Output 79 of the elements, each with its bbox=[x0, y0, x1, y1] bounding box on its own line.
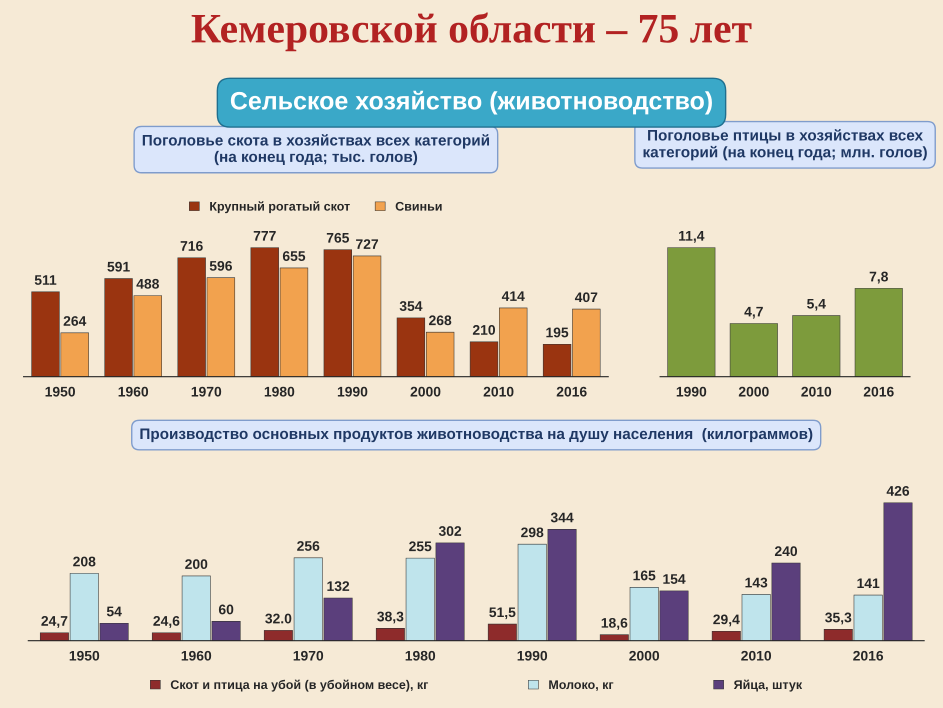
data-label: 51,5 bbox=[489, 607, 516, 620]
data-label: 414 bbox=[502, 291, 525, 301]
data-label: 29,4 bbox=[713, 614, 740, 626]
bar bbox=[730, 323, 778, 377]
data-label: 511 bbox=[34, 275, 56, 285]
chart-title: Поголовье скота в хозяйствах всех категорий bbox=[142, 134, 490, 149]
legend-label: Крупный рогатый скот bbox=[210, 201, 350, 214]
x-tick-label: 2010 bbox=[801, 386, 832, 397]
data-label: 210 bbox=[472, 325, 496, 335]
data-label: 143 bbox=[745, 578, 768, 588]
chart-subtitle: (на конец года; тыс. голов) bbox=[214, 150, 418, 166]
x-tick-label: 2016 bbox=[864, 386, 894, 397]
x-tick-label: 1950 bbox=[46, 386, 75, 397]
x-tick-label: 1990 bbox=[676, 386, 706, 397]
data-label: 426 bbox=[886, 486, 910, 496]
data-label: 777 bbox=[254, 231, 276, 241]
x-tick-label: 1980 bbox=[406, 650, 436, 661]
data-label: 54 bbox=[106, 606, 122, 616]
data-label: 195 bbox=[546, 328, 568, 338]
data-label: 5,4 bbox=[807, 298, 826, 311]
x-tick-label: 2010 bbox=[484, 386, 514, 397]
chart-title: Поголовье птицы в хозяйствах всех категорий (на конец года; млн. голов) bbox=[644, 129, 927, 160]
data-label: 765 bbox=[326, 232, 350, 243]
data-label: 240 bbox=[774, 546, 798, 556]
legend-label: Яйца, штук bbox=[734, 680, 802, 692]
x-tick-label: 1970 bbox=[192, 386, 222, 397]
x-tick-label: 2016 bbox=[853, 650, 884, 661]
data-label: 264 bbox=[64, 316, 86, 326]
data-label: 141 bbox=[857, 578, 880, 588]
chart-title: Производство основных продуктов животноводства на душу населения (килограммов) bbox=[140, 428, 812, 442]
x-tick-label: 2010 bbox=[741, 650, 772, 661]
bar bbox=[792, 315, 840, 377]
data-label: 32.0 bbox=[265, 614, 292, 624]
data-label: 35,3 bbox=[825, 612, 852, 624]
x-tick-label: 1980 bbox=[264, 386, 294, 397]
data-label: 655 bbox=[282, 251, 306, 261]
data-label: 716 bbox=[180, 241, 203, 251]
data-label: 4,7 bbox=[744, 306, 763, 319]
data-label: 268 bbox=[429, 315, 452, 326]
x-tick-label: 2000 bbox=[629, 650, 660, 661]
data-label: 344 bbox=[550, 512, 574, 522]
data-label: 256 bbox=[297, 541, 320, 551]
data-label: 591 bbox=[107, 262, 130, 272]
data-label: 11,4 bbox=[679, 231, 704, 243]
x-tick-label: 1960 bbox=[182, 650, 212, 661]
legend-label: Свиньи bbox=[396, 202, 442, 211]
data-label: 7,8 bbox=[870, 272, 888, 284]
data-label: 38,3 bbox=[377, 612, 404, 624]
data-label: 354 bbox=[400, 301, 422, 311]
data-label: 727 bbox=[356, 239, 378, 249]
data-label: 488 bbox=[136, 278, 159, 289]
data-label: 60 bbox=[218, 604, 234, 614]
x-tick-label: 1990 bbox=[518, 650, 548, 661]
data-label: 298 bbox=[521, 527, 544, 538]
x-tick-label: 2016 bbox=[556, 386, 587, 397]
data-label: 255 bbox=[409, 541, 432, 552]
x-tick-label: 2000 bbox=[738, 386, 769, 397]
x-tick-label: 1960 bbox=[118, 386, 148, 397]
x-tick-label: 1950 bbox=[70, 650, 100, 661]
data-label: 407 bbox=[574, 292, 598, 302]
text: Кемеровской области – 75 лет bbox=[192, 12, 752, 52]
x-tick-label: 1990 bbox=[338, 386, 368, 397]
data-label: 132 bbox=[327, 581, 350, 592]
x-tick-label: 1970 bbox=[294, 650, 324, 661]
data-label: 165 bbox=[633, 570, 656, 580]
data-label: 200 bbox=[185, 559, 208, 570]
data-label: 208 bbox=[73, 556, 96, 566]
legend-label: Молоко, кг bbox=[549, 680, 614, 691]
data-label: 154 bbox=[663, 574, 686, 584]
bar bbox=[854, 288, 903, 377]
data-label: 24,7 bbox=[41, 616, 68, 628]
data-label: 18,6 bbox=[602, 618, 628, 630]
data-label: 302 bbox=[438, 526, 462, 536]
data-label: 24,6 bbox=[153, 616, 180, 628]
x-tick-label: 2000 bbox=[410, 386, 440, 397]
legend-label: Скот и птица на убой (в убойном весе), кг bbox=[170, 680, 428, 692]
text: Сельское хозяйство (животноводство) bbox=[230, 90, 712, 115]
bar bbox=[667, 247, 716, 377]
data-label: 596 bbox=[210, 260, 232, 271]
